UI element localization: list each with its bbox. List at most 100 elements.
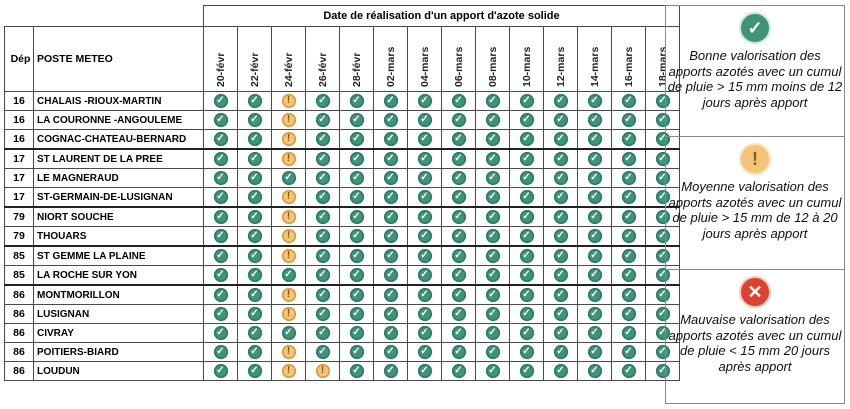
check-icon: ✓ <box>315 93 330 108</box>
check-icon: ✓ <box>587 344 602 359</box>
check-icon: ✓ <box>655 325 670 340</box>
table-row: 86 LUSIGNAN ✓ ✓! ✓ ✓ ✓ ✓ ✓ ✓ ✓ ✓ ✓ ✓ ✓ <box>4 304 680 324</box>
status-cell: ✓ <box>203 265 238 286</box>
status-cell: ✓ <box>305 284 340 305</box>
status-cell: ✓ <box>611 206 646 227</box>
check-icon: ✓ <box>655 344 670 359</box>
status-cell: ✓ <box>543 168 578 188</box>
status-cell: ✓ <box>373 342 408 362</box>
check-icon: ✓ <box>315 228 330 243</box>
check-icon: ✓ <box>655 306 670 321</box>
status-cell: ✓ <box>305 265 340 286</box>
dep-header: Dép <box>4 26 34 92</box>
status-cell: ✓ <box>611 342 646 362</box>
check-icon: ✓ <box>349 306 364 321</box>
status-cell: ✓ <box>339 187 374 208</box>
check-icon: ✓ <box>451 93 466 108</box>
date-header: 18-mars <box>645 26 680 92</box>
check-icon: ✓ <box>315 248 330 263</box>
check-icon: ✓ <box>315 267 330 282</box>
dep-cell: 85 <box>4 245 34 266</box>
check-icon: ✓ <box>655 131 670 146</box>
table-row: 17 ST-GERMAIN-DE-LUSIGNAN ✓ ✓! ✓ ✓ ✓ ✓ ✓ ✓ ✓ ✓ ✓ ✓ ✓ <box>4 187 680 208</box>
check-icon: ✓ <box>349 93 364 108</box>
dep-cell: 17 <box>4 148 34 169</box>
check-icon: ✓ <box>247 93 262 108</box>
date-header: 24-févr <box>271 26 306 92</box>
check-icon: ✓ <box>485 287 500 302</box>
status-cell: ✓ <box>475 148 510 169</box>
status-cell: ✓ <box>305 226 340 247</box>
status-cell: ! <box>305 361 340 381</box>
check-icon: ✓ <box>587 93 602 108</box>
status-cell: ✓ <box>543 361 578 381</box>
status-cell: ✓ <box>475 187 510 208</box>
dep-cell: 85 <box>4 265 34 286</box>
status-cell: ✓ <box>203 168 238 188</box>
check-icon: ✓ <box>621 363 636 378</box>
check-icon: ✓ <box>451 325 466 340</box>
check-icon: ✓ <box>451 228 466 243</box>
check-icon: ✓ <box>621 189 636 204</box>
check-icon: ✓ <box>553 131 568 146</box>
dep-cell: 16 <box>4 91 34 111</box>
status-cell: ✓ <box>373 206 408 227</box>
check-icon: ✓ <box>519 228 534 243</box>
check-icon: ✓ <box>485 325 500 340</box>
check-icon: ✓ <box>519 151 534 166</box>
status-cell: ✓ <box>373 91 408 111</box>
check-icon: ✓ <box>655 363 670 378</box>
status-cell: ✓ <box>645 110 680 130</box>
status-cell: ✓ <box>475 245 510 266</box>
check-icon: ✓ <box>485 267 500 282</box>
check-icon: ✓ <box>519 287 534 302</box>
check-icon: ✓ <box>485 363 500 378</box>
date-label: 04-mars <box>418 46 431 87</box>
dep-cell: 79 <box>4 206 34 227</box>
status-cell: ✓ <box>577 342 612 362</box>
station-cell: ST LAURENT DE LA PREE <box>33 148 204 169</box>
check-icon: ✓ <box>383 287 398 302</box>
status-cell: ✓ <box>509 265 544 286</box>
status-cell: ! <box>271 304 306 324</box>
date-header: 26-févr <box>305 26 340 92</box>
check-icon: ✓ <box>213 306 228 321</box>
date-header: 16-mars <box>611 26 646 92</box>
check-icon: ✓ <box>519 306 534 321</box>
status-cell: ✓ <box>441 342 476 362</box>
status-cell: ✓ <box>611 226 646 247</box>
station-cell: CHALAIS -RIOUX-MARTIN <box>33 91 204 111</box>
status-cell: ✓ <box>203 361 238 381</box>
check-icon: ✓ <box>213 287 228 302</box>
check-icon: ✓ <box>621 287 636 302</box>
check-icon: ✓ <box>417 131 432 146</box>
status-cell: ✓ <box>509 91 544 111</box>
check-icon: ✓ <box>213 344 228 359</box>
check-icon: ✓ <box>587 248 602 263</box>
check-icon: ✓ <box>417 363 432 378</box>
table-row: 17 LE MAGNERAUD ✓ ✓ ✓ ✓ ✓ ✓ ✓ ✓ ✓ ✓ ✓ ✓ ✓ ✓ <box>4 168 680 188</box>
status-cell: ! <box>271 342 306 362</box>
status-cell: ✓ <box>475 226 510 247</box>
check-icon: ✓ <box>655 228 670 243</box>
status-cell: ✓ <box>203 110 238 130</box>
check-icon: ✓ <box>281 170 296 185</box>
exclamation-icon: ! <box>281 363 296 378</box>
status-cell: ✓ <box>407 226 442 247</box>
status-cell: ! <box>271 148 306 169</box>
check-icon: ✓ <box>519 267 534 282</box>
check-icon: ✓ <box>485 93 500 108</box>
status-cell: ✓ <box>441 265 476 286</box>
check-icon: ✓ <box>553 209 568 224</box>
status-cell: ✓ <box>543 304 578 324</box>
check-icon: ✓ <box>417 93 432 108</box>
check-icon: ✓ <box>315 325 330 340</box>
check-icon: ✓ <box>519 344 534 359</box>
check-icon: ✓ <box>417 112 432 127</box>
table-row: 17 ST LAURENT DE LA PREE ✓ ✓! ✓ ✓ ✓ ✓ ✓ ✓ ✓ ✓ ✓ ✓ ✓ <box>4 148 680 169</box>
check-icon: ✓ <box>315 112 330 127</box>
check-icon: ✓ <box>315 131 330 146</box>
status-cell: ✓ <box>577 91 612 111</box>
check-icon: ✓ <box>655 267 670 282</box>
check-icon: ✓ <box>417 306 432 321</box>
